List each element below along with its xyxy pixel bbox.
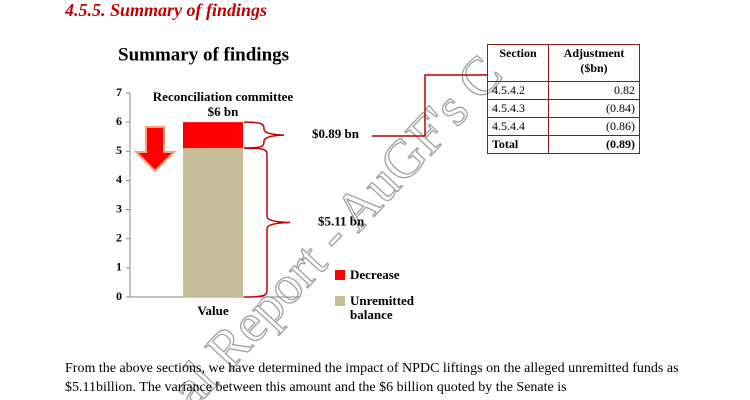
y-tick-label: 4 (116, 172, 122, 186)
legend-swatch (335, 296, 345, 306)
bar-segment (183, 122, 243, 149)
table-row: 4.5.4.4 (0.86) (487, 117, 640, 136)
cell: 4.5.4.2 (487, 81, 549, 100)
annotation: $0.89 bn (312, 126, 360, 141)
cell: 4.5.4.4 (487, 117, 549, 136)
cell: 0.82 (548, 81, 640, 100)
brace (243, 121, 285, 149)
table-row: Total (0.89) (487, 135, 640, 154)
brace (243, 147, 291, 298)
y-tick-label: 0 (116, 289, 122, 303)
cell: Total (487, 135, 549, 154)
cell: (0.86) (548, 117, 640, 136)
body-text: From the above sections, we have determi… (65, 361, 679, 395)
y-tick-label: 5 (116, 143, 122, 157)
legend-label: Decrease (350, 267, 400, 282)
connector (372, 74, 487, 137)
y-tick-label: 3 (116, 201, 122, 215)
table-header: Section Adjustment ($bn) (487, 44, 640, 82)
y-tick-label: 1 (116, 260, 122, 274)
header-cell: Adjustment ($bn) (548, 44, 640, 82)
down-arrow (133, 126, 177, 173)
legend-swatch (335, 270, 345, 280)
annotation: $5.11 bn (318, 214, 365, 229)
header-cell: Section (487, 44, 549, 82)
findings-table: Section Adjustment ($bn) 4.5.4.2 0.82 4.5… (487, 44, 640, 154)
bar-segment (183, 148, 243, 297)
y-tick-label: 2 (116, 230, 122, 244)
y-tick-label: 7 (116, 85, 122, 99)
annotation: Reconciliation committee (153, 89, 294, 104)
table-row: 4.5.4.2 0.82 (487, 81, 640, 100)
annotation: $6 bn (208, 104, 239, 119)
x-tick-label: Value (197, 303, 229, 318)
chart-title: Summary of findings (118, 44, 289, 65)
legend-label: Unremitted balance (350, 293, 415, 322)
table-row: 4.5.4.3 (0.84) (487, 99, 640, 118)
cell: 4.5.4.3 (487, 99, 549, 118)
cell: (0.84) (548, 99, 640, 118)
section-heading: 4.5.5. Summary of findings (65, 0, 268, 20)
cell: (0.89) (548, 135, 640, 154)
y-tick-label: 6 (116, 114, 122, 128)
